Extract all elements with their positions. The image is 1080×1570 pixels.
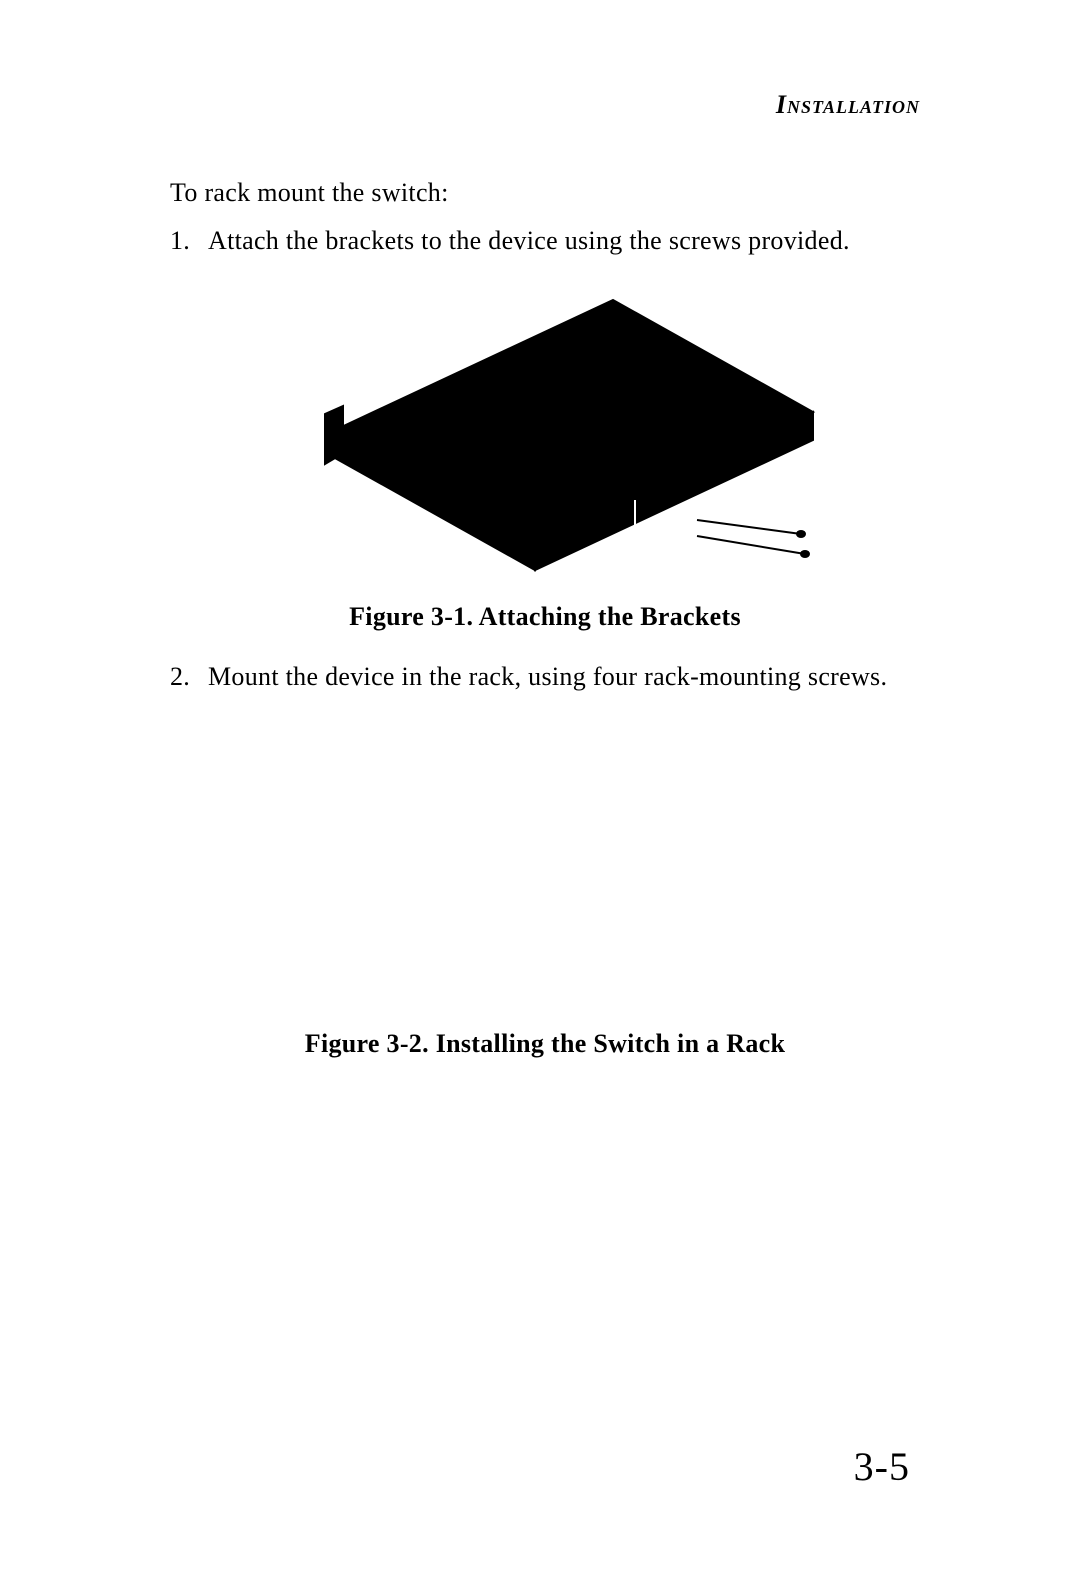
intro-paragraph: To rack mount the switch:	[170, 178, 920, 208]
rack-switch-illustration	[265, 282, 825, 592]
page-number: 3-5	[854, 1443, 910, 1490]
list-item: 1. Attach the brackets to the device usi…	[170, 222, 920, 260]
figure-1-caption: Figure 3-1. Attaching the Brackets	[170, 602, 920, 632]
list-item-text: Attach the brackets to the device using …	[208, 222, 920, 260]
figure-2-placeholder	[170, 709, 920, 1019]
figure-1	[170, 282, 920, 592]
section-header: Installation	[170, 90, 920, 120]
list-item: 2. Mount the device in the rack, using f…	[170, 658, 920, 696]
document-page: Installation To rack mount the switch: 1…	[0, 0, 1080, 1570]
list-item-number: 1.	[170, 222, 208, 260]
step-list: 1. Attach the brackets to the device usi…	[170, 222, 920, 260]
list-item-text: Mount the device in the rack, using four…	[208, 658, 920, 696]
step-list-continued: 2. Mount the device in the rack, using f…	[170, 658, 920, 696]
figure-2-caption: Figure 3-2. Installing the Switch in a R…	[170, 1029, 920, 1059]
list-item-number: 2.	[170, 658, 208, 696]
